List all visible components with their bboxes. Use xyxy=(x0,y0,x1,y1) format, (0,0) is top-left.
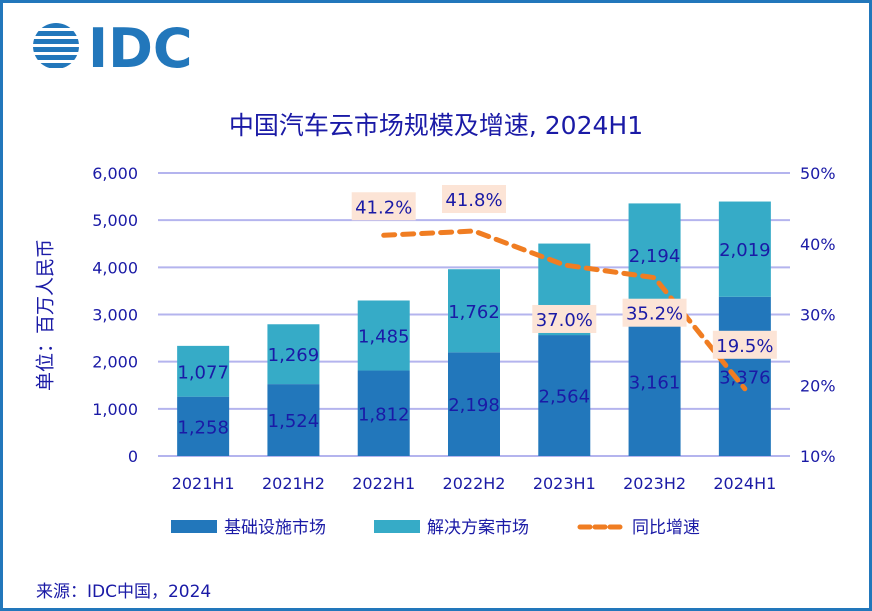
growth-label-box xyxy=(712,330,777,359)
y2-tick-label: 20% xyxy=(800,376,836,395)
bar-label-solution: 1,762 xyxy=(448,302,500,323)
x-tick-label: 2024H1 xyxy=(713,474,776,493)
bar-solution xyxy=(448,269,500,353)
bar-solution xyxy=(267,324,320,385)
y-tick-label: 3,000 xyxy=(92,306,138,325)
bar-infrastructure xyxy=(718,296,771,456)
y-tick-label: 6,000 xyxy=(92,164,138,183)
bar-label-solution: 1,269 xyxy=(268,345,320,366)
legend-swatch-solution xyxy=(374,520,420,533)
growth-label-box xyxy=(532,304,597,333)
chart-title: 中国汽车云市场规模及增速, 2024H1 xyxy=(228,111,644,140)
bar-label-infrastructure: 2,198 xyxy=(448,395,500,416)
x-tick-label: 2023H2 xyxy=(623,474,686,493)
y2-tick-label: 40% xyxy=(800,235,836,254)
legend-label-growth: 同比增速 xyxy=(632,518,700,538)
x-tick-label: 2022H2 xyxy=(443,474,506,493)
y2-tick-label: 10% xyxy=(800,447,836,466)
logo-text: IDC xyxy=(88,20,193,72)
legend-swatch-infrastructure xyxy=(171,520,217,533)
x-tick-label: 2021H1 xyxy=(172,474,235,493)
bar-infrastructure xyxy=(357,370,410,456)
y-tick-label: 5,000 xyxy=(92,211,138,230)
bar-infrastructure xyxy=(538,335,591,456)
bar-solution xyxy=(628,203,681,307)
bar-label-solution: 1,077 xyxy=(177,362,229,383)
bar-solution xyxy=(357,300,410,371)
x-tick-label: 2021H2 xyxy=(262,474,325,493)
y2-tick-label: 50% xyxy=(800,164,836,183)
bar-label-infrastructure: 1,524 xyxy=(268,411,320,432)
growth-label: 19.5% xyxy=(716,336,773,357)
growth-label: 41.8% xyxy=(445,190,502,211)
source-note: 来源：IDC中国，2024 xyxy=(36,582,212,602)
bar-label-infrastructure: 3,161 xyxy=(629,372,681,393)
x-tick-label: 2023H1 xyxy=(533,474,596,493)
bar-label-infrastructure: 2,564 xyxy=(539,387,591,408)
bar-label-infrastructure: 1,812 xyxy=(358,404,410,425)
growth-label-box xyxy=(622,298,687,327)
growth-label: 41.2% xyxy=(355,197,412,218)
idc-logo: IDC xyxy=(32,17,212,80)
bar-infrastructure xyxy=(448,352,500,456)
y2-tick-label: 30% xyxy=(800,306,836,325)
bar-infrastructure xyxy=(177,396,230,456)
y-tick-label: 0 xyxy=(128,447,138,466)
bar-label-infrastructure: 1,258 xyxy=(177,417,229,438)
y-tick-label: 2,000 xyxy=(92,353,138,372)
bar-infrastructure xyxy=(628,306,681,456)
x-tick-label: 2022H1 xyxy=(352,474,415,493)
growth-label-box xyxy=(351,192,416,221)
y-tick-label: 1,000 xyxy=(92,400,138,419)
growth-label-box xyxy=(442,185,506,214)
y-tick-label: 4,000 xyxy=(92,258,138,277)
globe-icon xyxy=(33,23,79,68)
legend-label-infrastructure: 基础设施市场 xyxy=(224,518,326,538)
growth-label: 37.0% xyxy=(536,310,593,331)
bar-label-solution: 2,019 xyxy=(719,240,771,261)
bar-label-solution: 1,485 xyxy=(358,327,410,348)
growth-label: 35.2% xyxy=(626,304,683,325)
bar-label-solution: 2,194 xyxy=(629,246,681,267)
bar-solution xyxy=(718,201,771,297)
bar-infrastructure xyxy=(267,384,320,456)
legend-label-solution: 解决方案市场 xyxy=(427,518,529,538)
bar-solution xyxy=(177,345,230,397)
